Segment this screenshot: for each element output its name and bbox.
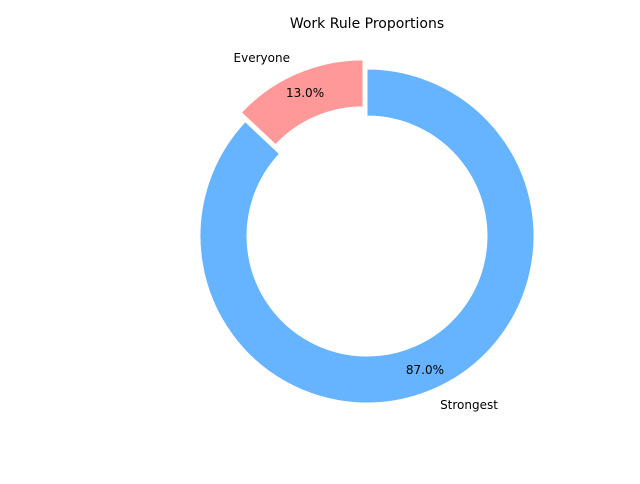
slice-strongest xyxy=(199,68,535,404)
chart-title: Work Rule Proportions xyxy=(290,16,444,32)
category-label-everyone: Everyone xyxy=(234,51,290,65)
pct-label-strongest: 87.0% xyxy=(406,363,444,377)
pct-label-everyone: 13.0% xyxy=(286,86,324,100)
slices-layer xyxy=(199,59,535,404)
category-label-strongest: Strongest xyxy=(440,398,498,412)
slice-everyone xyxy=(240,59,364,146)
labels-layer: 13.0% Everyone 87.0% Strongest xyxy=(234,51,499,412)
